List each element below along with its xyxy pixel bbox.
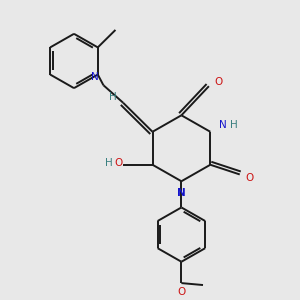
- Text: N: N: [219, 120, 227, 130]
- Text: N: N: [177, 188, 186, 198]
- Text: H: H: [230, 120, 238, 130]
- Text: O: O: [114, 158, 122, 168]
- Text: H: H: [105, 158, 113, 168]
- Text: N: N: [91, 73, 98, 82]
- Text: O: O: [245, 173, 254, 183]
- Text: O: O: [214, 77, 223, 87]
- Text: O: O: [177, 287, 185, 297]
- Text: H: H: [110, 92, 117, 102]
